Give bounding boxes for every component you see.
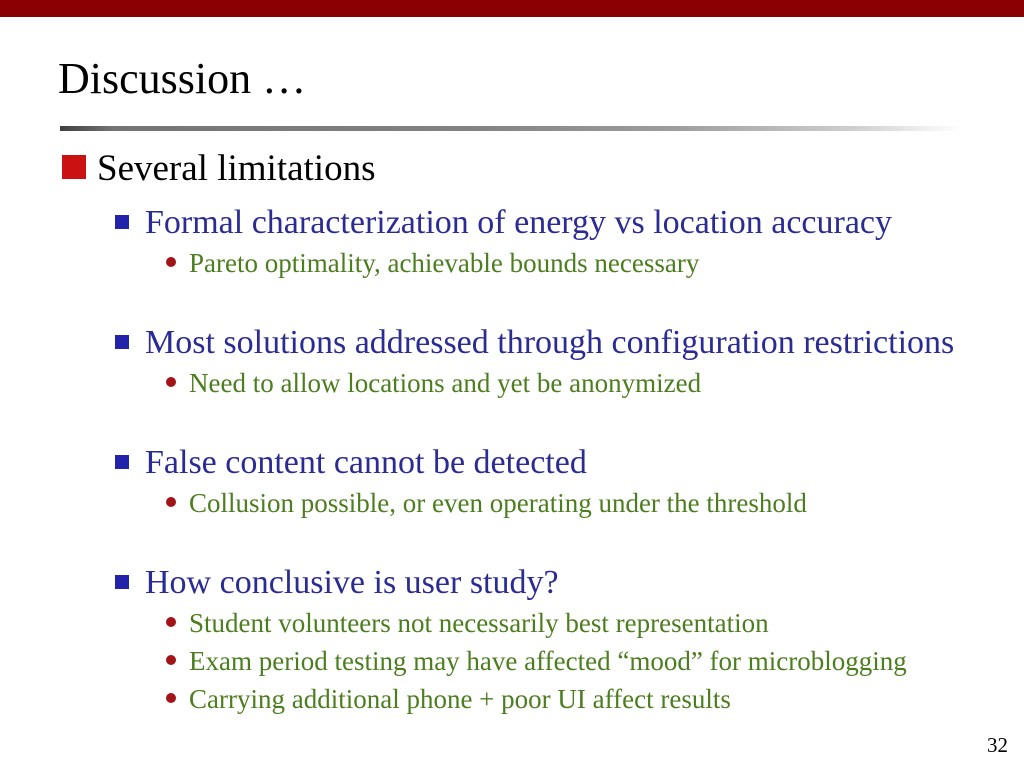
red-circle-bullet-icon	[166, 497, 176, 507]
bullet-item-level2: How conclusive is user study?	[115, 562, 1005, 604]
subitem-text: Need to allow locations and yet be anony…	[189, 368, 702, 398]
bullet-group: False content cannot be detected Collusi…	[115, 442, 1005, 522]
bullet-item-level2: Formal characterization of energy vs loc…	[115, 202, 1005, 244]
title-divider	[60, 126, 963, 131]
subitem-text: Student volunteers not necessarily best …	[189, 608, 769, 638]
red-circle-bullet-icon	[166, 257, 176, 267]
red-square-bullet-icon	[62, 155, 86, 179]
bullet-item-level3: Pareto optimality, achievable bounds nec…	[166, 244, 1005, 282]
bullet-item-level1: Several limitations	[62, 146, 375, 192]
bullet-item-level2: False content cannot be detected	[115, 442, 1005, 484]
bullet-item-level3: Exam period testing may have affected “m…	[166, 642, 1005, 680]
subitem-list: Need to allow locations and yet be anony…	[166, 364, 1005, 402]
bullet-group: Most solutions addressed through configu…	[115, 322, 1005, 402]
subitem-text: Exam period testing may have affected “m…	[189, 646, 907, 676]
red-circle-bullet-icon	[166, 693, 176, 703]
blue-square-bullet-icon	[115, 455, 129, 469]
level1-bullet-text: Several limitations	[97, 148, 376, 189]
subitem-text: Carrying additional phone + poor UI affe…	[189, 684, 731, 714]
red-circle-bullet-icon	[166, 617, 176, 627]
bullet-item-level3: Student volunteers not necessarily best …	[166, 604, 1005, 642]
bullet-group: Formal characterization of energy vs loc…	[115, 202, 1005, 282]
group-heading-text: How conclusive is user study?	[145, 564, 559, 601]
subitem-text: Collusion possible, or even operating un…	[189, 488, 807, 518]
subitem-list: Student volunteers not necessarily best …	[166, 604, 1005, 718]
page-number: 32	[987, 733, 1008, 757]
red-circle-bullet-icon	[166, 377, 176, 387]
slide-title: Discussion …	[58, 54, 307, 103]
group-heading-text: Most solutions addressed through configu…	[145, 324, 955, 361]
blue-square-bullet-icon	[115, 575, 129, 589]
bullet-item-level3: Need to allow locations and yet be anony…	[166, 364, 1005, 402]
bullet-group: How conclusive is user study? Student vo…	[115, 562, 1005, 718]
blue-square-bullet-icon	[115, 335, 129, 349]
bullet-item-level3: Carrying additional phone + poor UI affe…	[166, 680, 1005, 718]
subitem-list: Collusion possible, or even operating un…	[166, 484, 1005, 522]
group-heading-text: False content cannot be detected	[145, 444, 587, 481]
red-circle-bullet-icon	[166, 655, 176, 665]
subitem-text: Pareto optimality, achievable bounds nec…	[189, 248, 700, 278]
blue-square-bullet-icon	[115, 215, 129, 229]
group-heading-text: Formal characterization of energy vs loc…	[145, 204, 893, 241]
bullet-item-level3: Collusion possible, or even operating un…	[166, 484, 1005, 522]
subitem-list: Pareto optimality, achievable bounds nec…	[166, 244, 1005, 282]
top-accent-bar	[0, 0, 1024, 17]
bullet-item-level2: Most solutions addressed through configu…	[115, 322, 1005, 364]
